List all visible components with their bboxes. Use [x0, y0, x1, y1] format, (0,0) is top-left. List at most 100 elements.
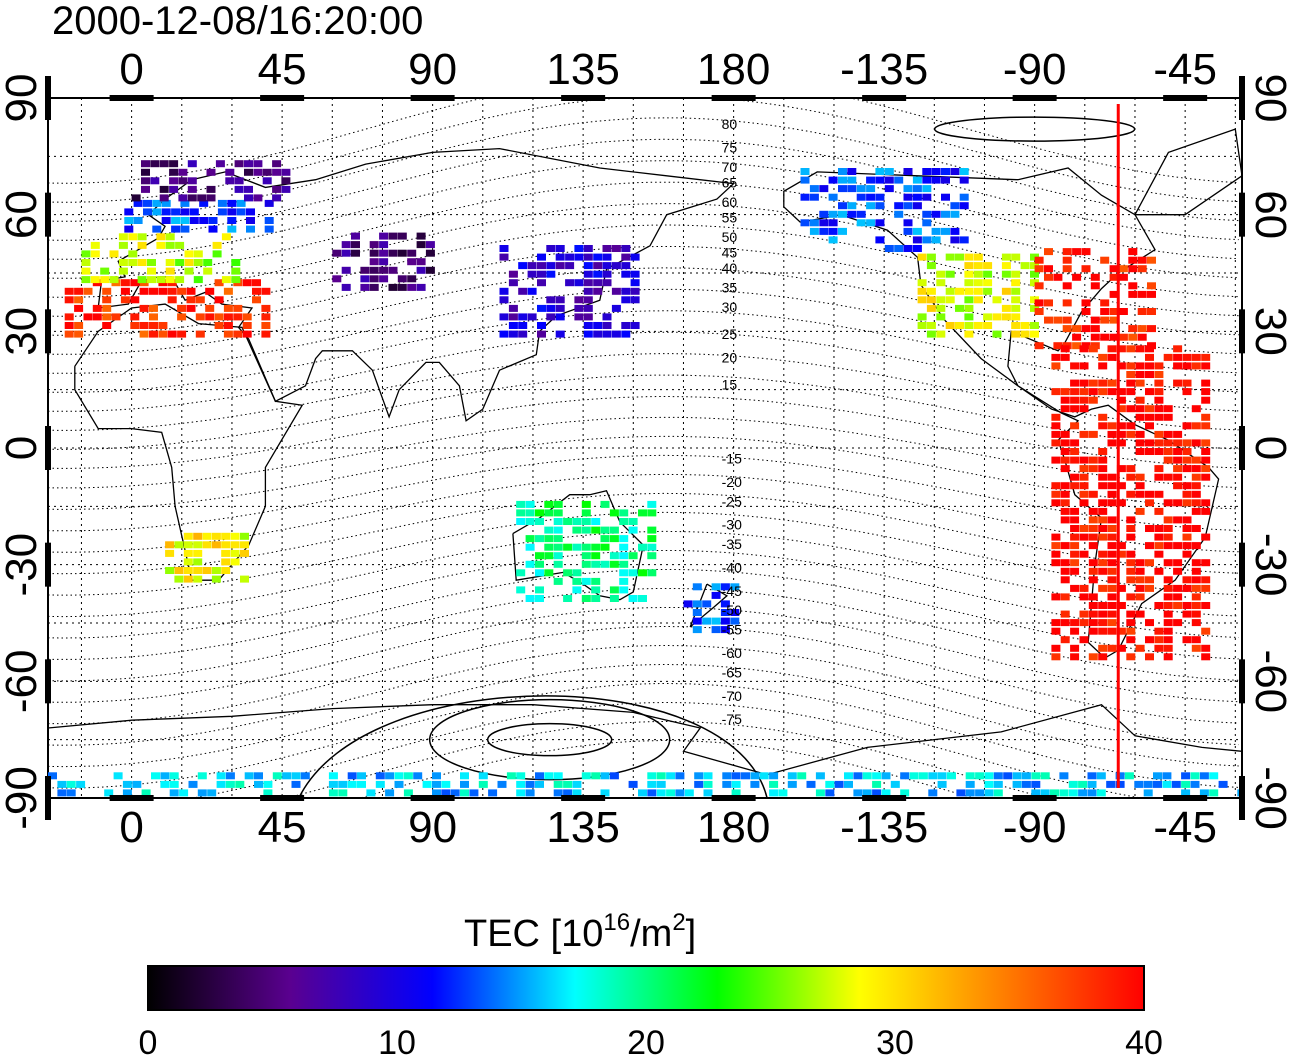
- tec-cell: [186, 287, 196, 295]
- tec-cell: [602, 279, 612, 287]
- tec-cell: [630, 322, 640, 329]
- tec-cell: [186, 304, 196, 312]
- tec-cell: [332, 249, 342, 257]
- tec-cell: [156, 276, 166, 284]
- tec-cell: [890, 780, 900, 788]
- tec-cell: [1201, 653, 1211, 661]
- tec-cell: [1116, 345, 1126, 353]
- tec-cell: [647, 500, 657, 508]
- tec-cell: [583, 245, 593, 252]
- tec-cell: [1145, 559, 1154, 567]
- tec-cell: [583, 296, 593, 304]
- tec-cell: [1107, 379, 1117, 387]
- tec-cell: [1079, 465, 1089, 473]
- tec-cell: [478, 772, 488, 780]
- tec-cell: [152, 199, 162, 207]
- tec-cell: [214, 296, 224, 304]
- contour-line: [48, 607, 1239, 703]
- tec-cell: [171, 217, 181, 224]
- tec-cell: [236, 199, 246, 207]
- contour-label: -70: [722, 688, 742, 704]
- contour-label: -20: [722, 474, 742, 490]
- tec-cell: [778, 789, 788, 797]
- tec-cell: [1098, 584, 1108, 592]
- tec-cell: [488, 789, 498, 797]
- tec-cell: [175, 259, 185, 266]
- tec-cell: [1012, 780, 1022, 788]
- tec-cell: [1116, 644, 1126, 652]
- tec-cell: [1201, 422, 1211, 430]
- tec-cell: [621, 322, 631, 329]
- tec-cell: [720, 617, 730, 625]
- tec-cell: [197, 789, 207, 797]
- tec-cell: [875, 236, 885, 244]
- tec-cell: [147, 267, 156, 275]
- tec-cell: [628, 552, 638, 560]
- tec-cell: [1191, 499, 1201, 507]
- tec-cell: [1173, 473, 1183, 481]
- colorbar-tick-label: 30: [876, 1024, 914, 1057]
- tec-cell: [1107, 610, 1117, 618]
- tec-cell: [1145, 576, 1154, 584]
- tec-cell: [180, 199, 190, 207]
- tec-cell: [143, 208, 152, 216]
- tec-cell: [1116, 465, 1126, 473]
- y-tick-label-right: -90: [1246, 766, 1292, 830]
- tec-cell: [903, 185, 913, 193]
- tec-cell: [1109, 273, 1119, 281]
- tec-cell: [537, 330, 546, 338]
- tec-cell: [1107, 567, 1117, 575]
- tec-cell: [866, 219, 876, 227]
- tec-cell: [973, 270, 983, 278]
- tec-cell: [212, 241, 222, 249]
- tec-cell: [341, 266, 351, 274]
- tec-cell: [581, 543, 591, 551]
- tec-cell: [357, 772, 366, 780]
- tec-cell: [175, 276, 185, 284]
- tec-cell: [1098, 550, 1108, 558]
- tec-cell: [1087, 780, 1097, 788]
- tec-cell: [572, 577, 582, 585]
- tec-cell: [1163, 430, 1173, 438]
- tec-cell: [1079, 473, 1089, 481]
- tec-cell: [118, 267, 128, 275]
- tec-cell: [1190, 780, 1200, 788]
- y-tick-label-right: 30: [1246, 307, 1292, 356]
- tec-cell: [847, 185, 857, 193]
- tec-cell: [1107, 619, 1117, 627]
- tec-cell: [574, 296, 584, 304]
- tec-cell: [1088, 516, 1098, 524]
- tec-cell: [964, 304, 974, 312]
- tec-cell: [1124, 772, 1134, 780]
- tec-cell: [683, 600, 693, 608]
- tec-cell: [263, 789, 273, 797]
- x-tick-mark: [561, 795, 606, 801]
- tec-cell: [169, 780, 179, 788]
- tec-cell: [1109, 333, 1119, 341]
- x-tick-mark: [1163, 95, 1208, 101]
- tec-cell: [1201, 627, 1211, 635]
- tec-cell: [1135, 413, 1145, 421]
- tec-cell: [1030, 304, 1039, 312]
- tec-cell: [508, 279, 518, 287]
- tec-cell: [193, 567, 203, 574]
- coastline: [1134, 128, 1242, 216]
- tec-cell: [227, 225, 237, 233]
- tec-cell: [800, 219, 810, 227]
- tec-cell: [959, 236, 969, 244]
- tec-cell: [1173, 362, 1183, 370]
- tec-cell: [926, 262, 936, 270]
- tec-cell: [508, 313, 518, 321]
- tec-cell: [183, 575, 193, 583]
- tec-cell: [208, 225, 218, 233]
- tec-cell: [169, 772, 179, 780]
- tec-cell: [403, 772, 413, 780]
- tec-cell: [397, 232, 407, 240]
- tec-cell: [602, 322, 612, 329]
- tec-cell: [825, 789, 835, 797]
- tec-cell: [1070, 627, 1080, 635]
- tec-cell: [161, 199, 171, 207]
- tec-cell: [609, 586, 619, 594]
- tec-cell: [1191, 362, 1201, 370]
- x-tick-mark: [109, 795, 154, 801]
